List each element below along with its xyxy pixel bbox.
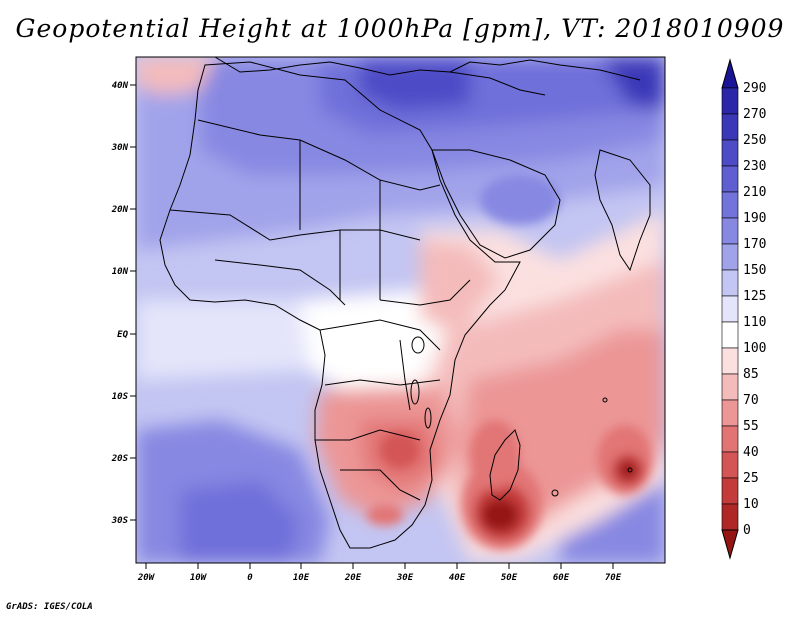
- colorbar-label: 10: [743, 497, 759, 512]
- colorbar-bottom-arrow: [721, 529, 739, 560]
- colorbar-band: [721, 217, 739, 245]
- lat-label-10s: 10S: [112, 392, 129, 402]
- contour-field: [136, 57, 665, 563]
- colorbar-band: [721, 321, 739, 349]
- lat-label-30s: 30S: [111, 516, 129, 526]
- lat-label-20s: 20S: [111, 454, 129, 464]
- colorbar-band: [721, 191, 739, 219]
- colorbar-band: [721, 477, 739, 505]
- latitude-axis: [130, 84, 136, 521]
- lon-label-30e: 30E: [396, 573, 414, 583]
- colorbar-label: 85: [743, 367, 759, 382]
- colorbar-label: 40: [743, 445, 759, 460]
- colorbar-label: 210: [743, 185, 766, 200]
- lat-label-30n: 30N: [111, 143, 129, 153]
- colorbar-label: 190: [743, 211, 766, 226]
- lon-label-60e: 60E: [553, 573, 570, 583]
- longitude-axis: [145, 563, 614, 569]
- colorbar-band: [721, 347, 739, 375]
- colorbar-band: [721, 139, 739, 167]
- colorbar-label: 0: [743, 523, 751, 538]
- colorbar-band: [721, 373, 739, 401]
- colorbar-label: 150: [743, 263, 766, 278]
- lon-label-0: 0: [247, 573, 253, 583]
- lat-label-10n: 10N: [112, 267, 129, 277]
- colorbar-label: 230: [743, 159, 766, 174]
- colorbar-band: [721, 451, 739, 479]
- colorbar-label: 270: [743, 107, 766, 122]
- colorbar-label: 100: [743, 341, 766, 356]
- lon-label-40e: 40E: [449, 573, 466, 583]
- colorbar-band: [721, 295, 739, 323]
- colorbar-band: [721, 269, 739, 297]
- grads-credit: GrADS: IGES/COLA: [6, 602, 93, 612]
- lon-label-70e: 70E: [605, 573, 622, 583]
- lon-label-10w: 10W: [190, 573, 208, 583]
- coastlines: [159, 57, 651, 549]
- colorbar-label: 25: [743, 471, 759, 486]
- colorbar-band: [721, 243, 739, 271]
- lon-label-50e: 50E: [501, 573, 518, 583]
- lat-label-eq: EQ: [117, 330, 128, 340]
- colorbar-band: [721, 165, 739, 193]
- map-frame: [135, 56, 666, 564]
- colorbar-top-arrow: [721, 58, 739, 89]
- colorbar-label: 125: [743, 289, 766, 304]
- colorbar-band: [721, 399, 739, 427]
- colorbar-label: 250: [743, 133, 766, 148]
- colorbar: 2902702502302101901701501251101008570554…: [721, 58, 766, 560]
- colorbar-band: [721, 113, 739, 141]
- lat-label-20n: 20N: [111, 205, 129, 215]
- colorbar-label: 70: [743, 393, 759, 408]
- colorbar-label: 170: [743, 237, 766, 252]
- colorbar-band: [721, 87, 739, 115]
- colorbar-label: 290: [743, 81, 766, 96]
- lon-label-20w: 20W: [137, 573, 156, 583]
- lon-label-10e: 10E: [293, 573, 310, 583]
- colorbar-band: [721, 425, 739, 453]
- chart-title: Geopotential Height at 1000hPa [gpm], VT…: [15, 14, 785, 43]
- colorbar-label: 55: [743, 419, 759, 434]
- colorbar-band: [721, 503, 739, 531]
- lat-label-40n: 40N: [112, 81, 129, 91]
- colorbar-label: 110: [743, 315, 766, 330]
- lon-label-20e: 20E: [344, 573, 362, 583]
